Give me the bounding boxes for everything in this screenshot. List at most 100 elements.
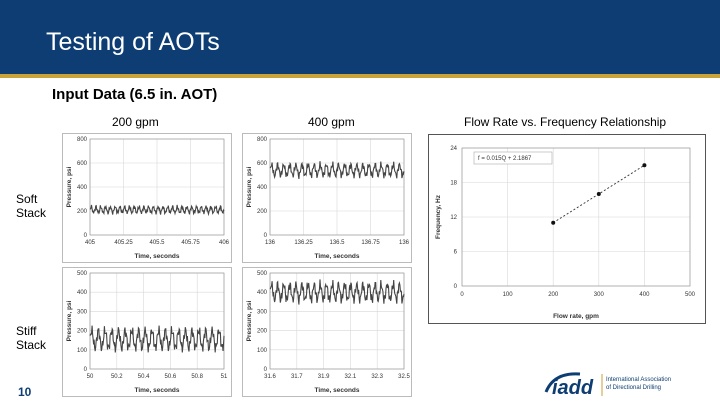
column-header-relationship: Flow Rate vs. Frequency Relationship — [464, 115, 667, 129]
x-tick-label: 500 — [685, 292, 696, 298]
x-tick-label: 405.25 — [114, 240, 133, 246]
y-axis-label: Pressure, psi — [66, 166, 73, 207]
x-tick-label: 136 — [265, 240, 276, 246]
x-tick-label: 405 — [85, 240, 96, 246]
y-axis-label: Frequency, Hz — [435, 194, 442, 239]
slide-title: Testing of AOTs — [46, 28, 220, 56]
y-tick-label: 800 — [257, 137, 268, 143]
x-tick-label: 32.3 — [371, 374, 383, 380]
x-tick-label: 50.2 — [111, 374, 123, 380]
x-tick-label: 31.6 — [264, 374, 276, 380]
pressure-chart-svg: 0 100 200 300 400 500 31.6 31.7 31.9 32.1 32.3 32.5… — [242, 267, 412, 397]
x-tick-label: 50.8 — [191, 374, 203, 380]
chart-border — [62, 267, 232, 397]
chart-stiff-200gpm: 0 100 200 300 400 500 50 50.2 50.4 50.6 50.8 51 Time… — [62, 267, 232, 397]
pressure-series-line — [269, 279, 405, 305]
svg-text:iadd: iadd — [552, 377, 594, 399]
chart-border — [242, 133, 412, 263]
x-axis-label: Time, seconds — [134, 253, 179, 260]
column-header-200gpm: 200 gpm — [112, 115, 159, 129]
y-tick-label: 100 — [257, 348, 268, 354]
data-point — [642, 163, 647, 168]
data-point — [551, 220, 556, 225]
pressure-chart-svg: 0 200 400 600 800 405 405.25 405.5 405.75 406 Time… — [62, 133, 232, 263]
y-tick-label: 12 — [450, 215, 457, 221]
y-tick-label: 400 — [257, 290, 268, 296]
y-tick-label: 500 — [77, 271, 88, 277]
pressure-series-line — [89, 204, 225, 217]
y-axis-label: Pressure, psi — [246, 300, 253, 341]
slide-subtitle: Input Data (6.5 in. AOT) — [52, 86, 218, 103]
x-tick-label: 31.9 — [318, 374, 330, 380]
y-tick-label: 600 — [257, 161, 268, 167]
y-tick-label: 300 — [257, 309, 268, 315]
x-tick-label: 50.4 — [138, 374, 150, 380]
x-tick-label: 31.7 — [291, 374, 303, 380]
x-tick-label: 50 — [87, 374, 94, 380]
chart-border — [62, 133, 232, 263]
pressure-series-line — [269, 161, 405, 180]
y-tick-label: 300 — [77, 309, 88, 315]
pressure-series-line — [89, 325, 225, 353]
y-tick-label: 200 — [257, 329, 268, 335]
plot-area — [89, 272, 225, 370]
x-tick-label: 136.75 — [361, 240, 380, 246]
pressure-chart-svg: 0 200 400 600 800 136 136.25 136.5 136.75 136 Time… — [242, 133, 412, 263]
page-number: 10 — [18, 385, 32, 399]
x-tick-label: 300 — [594, 292, 605, 298]
plot-area — [89, 138, 225, 236]
plot-area — [461, 147, 691, 287]
plot-area — [269, 138, 405, 236]
y-tick-label: 0 — [84, 233, 88, 239]
y-axis-label: Pressure, psi — [246, 166, 253, 207]
y-tick-label: 0 — [84, 367, 88, 373]
chart-flow-vs-frequency: 0 6 12 18 24 0 100 200 300 400 500 Flow rate, gpm Fr… — [428, 134, 706, 324]
y-tick-label: 600 — [77, 161, 88, 167]
y-tick-label: 24 — [450, 146, 457, 152]
y-tick-label: 200 — [77, 209, 88, 215]
x-axis-label: Time, seconds — [314, 387, 359, 394]
y-tick-label: 400 — [77, 185, 88, 191]
y-tick-label: 6 — [454, 250, 458, 256]
x-tick-label: 405.5 — [149, 240, 165, 246]
x-tick-label: 32.5 — [398, 374, 410, 380]
y-tick-label: 100 — [77, 348, 88, 354]
y-tick-label: 0 — [454, 284, 458, 290]
x-tick-label: 200 — [548, 292, 559, 298]
chart-soft-200gpm: 0 200 400 600 800 405 405.25 405.5 405.75 406 Time… — [62, 133, 232, 263]
y-tick-label: 800 — [77, 137, 88, 143]
x-tick-label: 50.6 — [165, 374, 177, 380]
data-point — [596, 192, 601, 196]
scatter-chart-svg: 0 6 12 18 24 0 100 200 300 400 500 Flow rate, gpm Fr… — [428, 134, 706, 324]
equation-box — [473, 151, 553, 165]
title-banner — [0, 0, 720, 78]
y-tick-label: 0 — [264, 367, 268, 373]
x-tick-label: 51 — [221, 374, 228, 380]
x-tick-label: 32.1 — [345, 374, 357, 380]
y-tick-label: 500 — [257, 271, 268, 277]
x-tick-label: 136.25 — [294, 240, 313, 246]
y-tick-label: 400 — [77, 290, 88, 296]
y-tick-label: 400 — [257, 185, 268, 191]
x-axis-label: Time, seconds — [134, 387, 179, 394]
row-label-soft-stack: Soft Stack — [16, 192, 47, 220]
row-label-stiff-stack: Stiff Stack — [16, 324, 47, 352]
y-tick-label: 18 — [450, 181, 457, 187]
trendline-equation: f = 0.015Q + 2.1867 — [478, 156, 532, 162]
pressure-chart-svg: 0 100 200 300 400 500 50 50.2 50.4 50.6 50.8 51 Time… — [62, 267, 232, 397]
x-tick-label: 0 — [460, 292, 464, 298]
x-tick-label: 100 — [503, 292, 514, 298]
y-tick-label: 0 — [264, 233, 268, 239]
x-axis-label: Time, seconds — [314, 253, 359, 260]
y-axis-label: Pressure, psi — [66, 300, 73, 341]
chart-stiff-400gpm: 0 100 200 300 400 500 31.6 31.7 31.9 32.1 32.3 32.5… — [242, 267, 412, 397]
x-tick-label: 400 — [639, 292, 650, 298]
column-header-400gpm: 400 gpm — [308, 115, 355, 129]
x-tick-label: 405.75 — [181, 240, 200, 246]
x-axis-label: Flow rate, gpm — [553, 313, 599, 320]
svg-text:of Directional Drilling: of Directional Drilling — [606, 385, 661, 391]
x-tick-label: 136.5 — [329, 240, 345, 246]
chart-border — [428, 134, 706, 324]
plot-area — [269, 272, 405, 370]
svg-text:International Association: International Association — [606, 377, 671, 383]
